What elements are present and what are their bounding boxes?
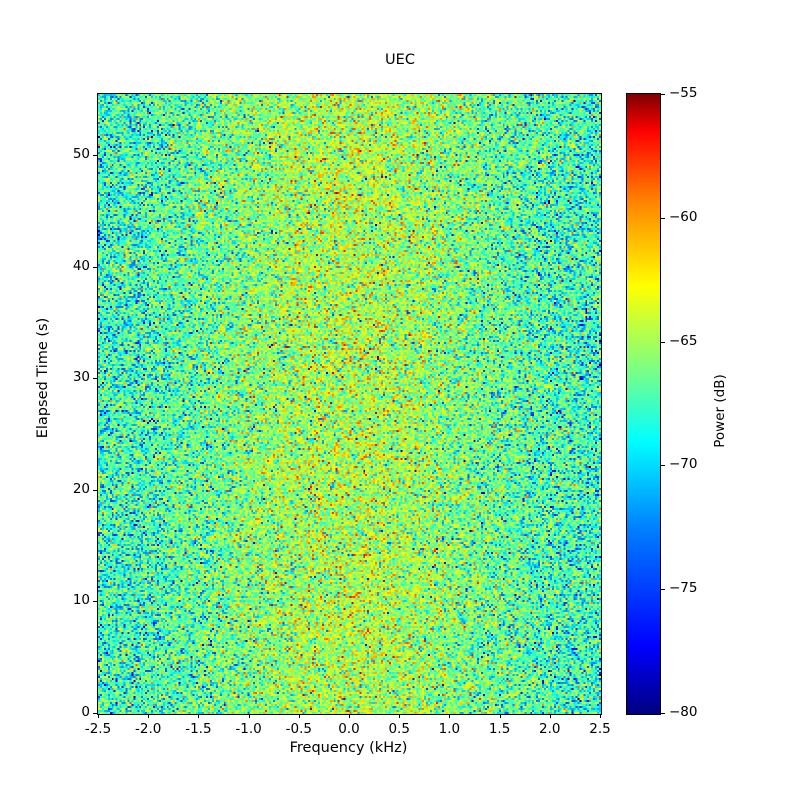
x-tick-label: -2.0 [135, 721, 162, 737]
title-line-station: UEC [385, 52, 415, 68]
colorbar-tick-mark [661, 713, 665, 714]
y-tick-label: 0 [81, 704, 90, 720]
y-axis-ticks: 0 10 20 30 40 50 [27, 0, 90, 800]
x-tick-mark [349, 714, 350, 718]
y-tick-label: 40 [72, 257, 90, 274]
y-axis-label-wrap: Elapsed Time (s) [0, 0, 120, 800]
x-tick-label: -0.5 [285, 721, 312, 737]
colorbar-tick-label: −55 [669, 85, 698, 101]
colorbar-tick-mark [661, 94, 665, 95]
y-axis-label: Elapsed Time (s) [35, 317, 51, 439]
colorbar-tick-label: −65 [669, 332, 698, 349]
x-tick-label: -2.5 [84, 721, 112, 737]
x-tick-mark [148, 714, 150, 718]
colorbar-label: Power (dB) [712, 374, 728, 448]
x-tick-mark [198, 714, 200, 718]
x-tick-label: 1.5 [488, 721, 511, 737]
x-tick-label: 1.0 [438, 721, 461, 737]
x-tick-mark [600, 714, 601, 718]
colorbar-tick-label: −60 [669, 208, 698, 225]
y-tick-label: 30 [72, 369, 90, 386]
spectrogram-plot-area [97, 93, 602, 715]
x-tick-mark [449, 714, 451, 718]
colorbar-tick-mark [661, 341, 665, 343]
colorbar-tick-label: −80 [669, 704, 698, 720]
colorbar-gradient [627, 94, 660, 714]
x-tick-mark [298, 714, 300, 718]
x-tick-label: -1.0 [235, 721, 262, 737]
colorbar [626, 93, 661, 715]
y-tick-mark [93, 378, 97, 380]
colorbar-tick-mark [661, 589, 665, 591]
x-axis-label: Frequency (kHz) [289, 740, 408, 756]
y-tick-mark [93, 155, 97, 157]
x-tick-mark [399, 714, 401, 718]
y-tick-mark [93, 266, 97, 268]
x-tick-mark [98, 714, 99, 718]
colorbar-tick-mark [661, 465, 665, 467]
y-tick-mark [93, 713, 97, 714]
x-tick-label: 0.0 [338, 721, 360, 737]
x-tick-label: 0.5 [388, 721, 410, 737]
x-tick-mark [248, 714, 250, 718]
y-tick-mark [93, 489, 97, 491]
spectrogram-heatmap [98, 94, 601, 714]
x-tick-label: 2.0 [539, 721, 561, 737]
y-tick-mark [93, 601, 97, 603]
colorbar-tick-label: −75 [669, 580, 698, 597]
y-tick-label: 20 [72, 480, 90, 497]
x-tick-mark [499, 714, 501, 718]
y-tick-label: 50 [72, 146, 90, 163]
colorbar-tick-mark [661, 217, 665, 219]
x-tick-mark [549, 714, 551, 718]
y-tick-label: 10 [72, 592, 90, 609]
x-tick-label: 2.5 [589, 721, 611, 737]
x-tick-label: -1.5 [185, 721, 212, 737]
colorbar-tick-label: −70 [669, 456, 698, 473]
